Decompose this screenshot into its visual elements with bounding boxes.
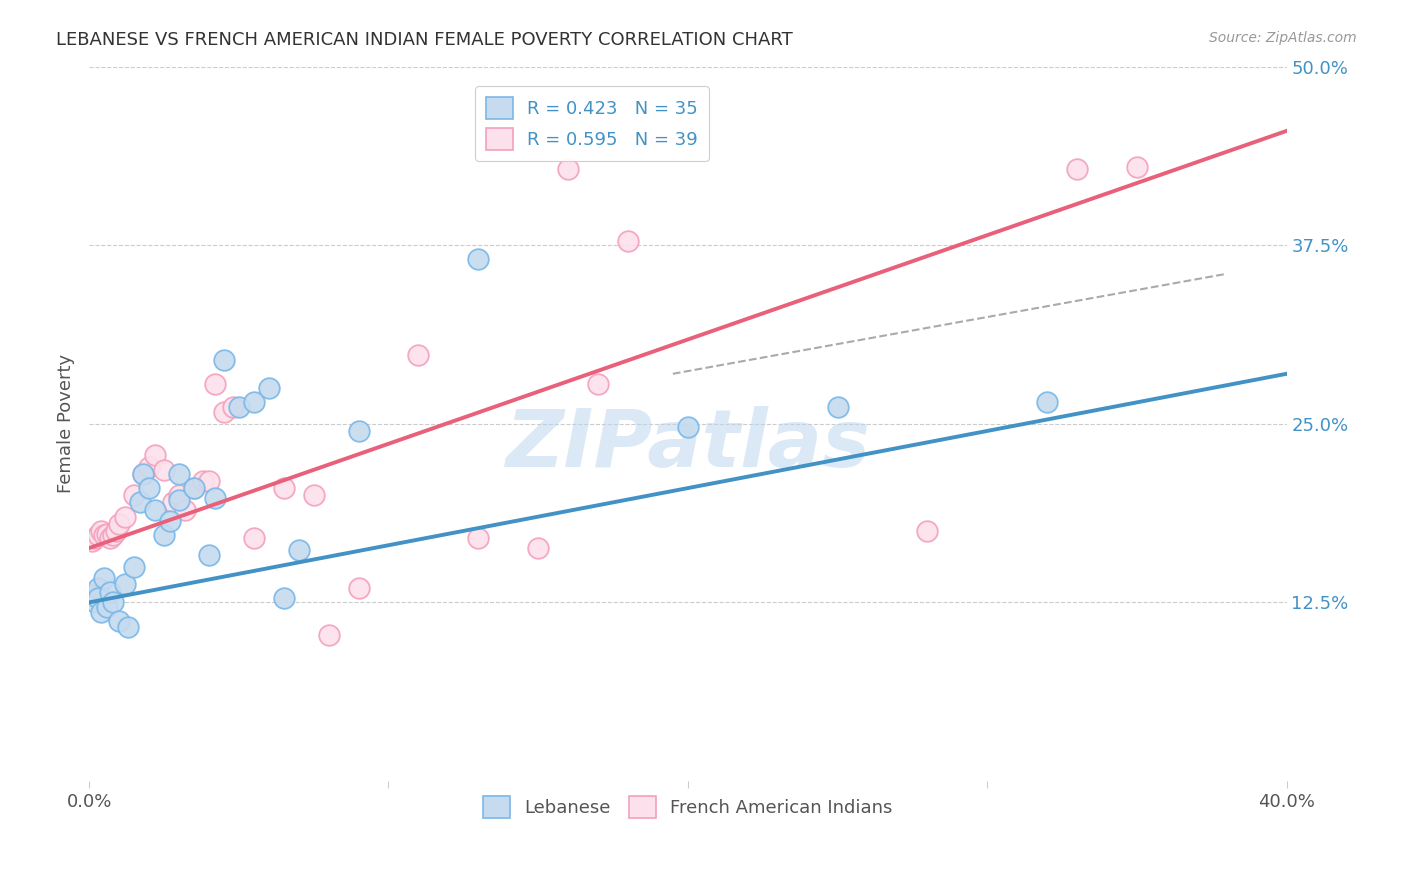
Point	[191, 474, 214, 488]
Point	[408, 348, 430, 362]
Point	[467, 531, 489, 545]
Point	[132, 467, 155, 481]
Point	[167, 467, 190, 481]
Point	[527, 541, 550, 555]
Point	[1126, 160, 1149, 174]
Point	[204, 376, 226, 391]
Point	[159, 514, 181, 528]
Point	[167, 492, 190, 507]
Point	[242, 395, 264, 409]
Point	[257, 381, 280, 395]
Point	[586, 376, 609, 391]
Point	[228, 400, 250, 414]
Point	[132, 467, 155, 481]
Point	[222, 400, 245, 414]
Point	[1066, 162, 1088, 177]
Point	[80, 588, 103, 602]
Point	[1036, 395, 1059, 409]
Point	[183, 481, 205, 495]
Point	[90, 524, 112, 538]
Point	[347, 581, 370, 595]
Point	[129, 495, 152, 509]
Point	[173, 502, 195, 516]
Point	[101, 528, 124, 542]
Point	[212, 405, 235, 419]
Point	[167, 488, 190, 502]
Point	[273, 481, 295, 495]
Point	[87, 528, 110, 542]
Point	[143, 448, 166, 462]
Point	[827, 400, 849, 414]
Point	[347, 424, 370, 438]
Point	[676, 419, 699, 434]
Point	[122, 559, 145, 574]
Text: ZIPatlas: ZIPatlas	[505, 406, 870, 484]
Point	[80, 533, 103, 548]
Point	[93, 571, 115, 585]
Point	[108, 516, 131, 531]
Point	[287, 542, 309, 557]
Y-axis label: Female Poverty: Female Poverty	[58, 354, 75, 493]
Text: Source: ZipAtlas.com: Source: ZipAtlas.com	[1209, 31, 1357, 45]
Point	[138, 481, 160, 495]
Point	[98, 531, 121, 545]
Point	[153, 528, 176, 542]
Point	[101, 595, 124, 609]
Point	[198, 474, 221, 488]
Point	[917, 524, 939, 538]
Point	[557, 162, 579, 177]
Point	[617, 234, 640, 248]
Point	[105, 524, 128, 538]
Point	[153, 462, 176, 476]
Point	[87, 581, 110, 595]
Point	[467, 252, 489, 267]
Point	[204, 491, 226, 505]
Point	[302, 488, 325, 502]
Point	[122, 488, 145, 502]
Point	[117, 620, 139, 634]
Point	[138, 459, 160, 474]
Point	[318, 628, 340, 642]
Point	[198, 548, 221, 562]
Point	[114, 577, 136, 591]
Point	[114, 509, 136, 524]
Point	[90, 606, 112, 620]
Point	[162, 495, 184, 509]
Point	[273, 591, 295, 606]
Point	[84, 595, 107, 609]
Point	[84, 531, 107, 545]
Text: LEBANESE VS FRENCH AMERICAN INDIAN FEMALE POVERTY CORRELATION CHART: LEBANESE VS FRENCH AMERICAN INDIAN FEMAL…	[56, 31, 793, 49]
Point	[98, 585, 121, 599]
Point	[242, 531, 264, 545]
Legend: Lebanese, French American Indians: Lebanese, French American Indians	[475, 789, 900, 826]
Point	[93, 528, 115, 542]
Point	[183, 481, 205, 495]
Point	[212, 352, 235, 367]
Point	[108, 614, 131, 628]
Point	[143, 502, 166, 516]
Point	[87, 591, 110, 606]
Point	[96, 599, 118, 614]
Point	[96, 526, 118, 541]
